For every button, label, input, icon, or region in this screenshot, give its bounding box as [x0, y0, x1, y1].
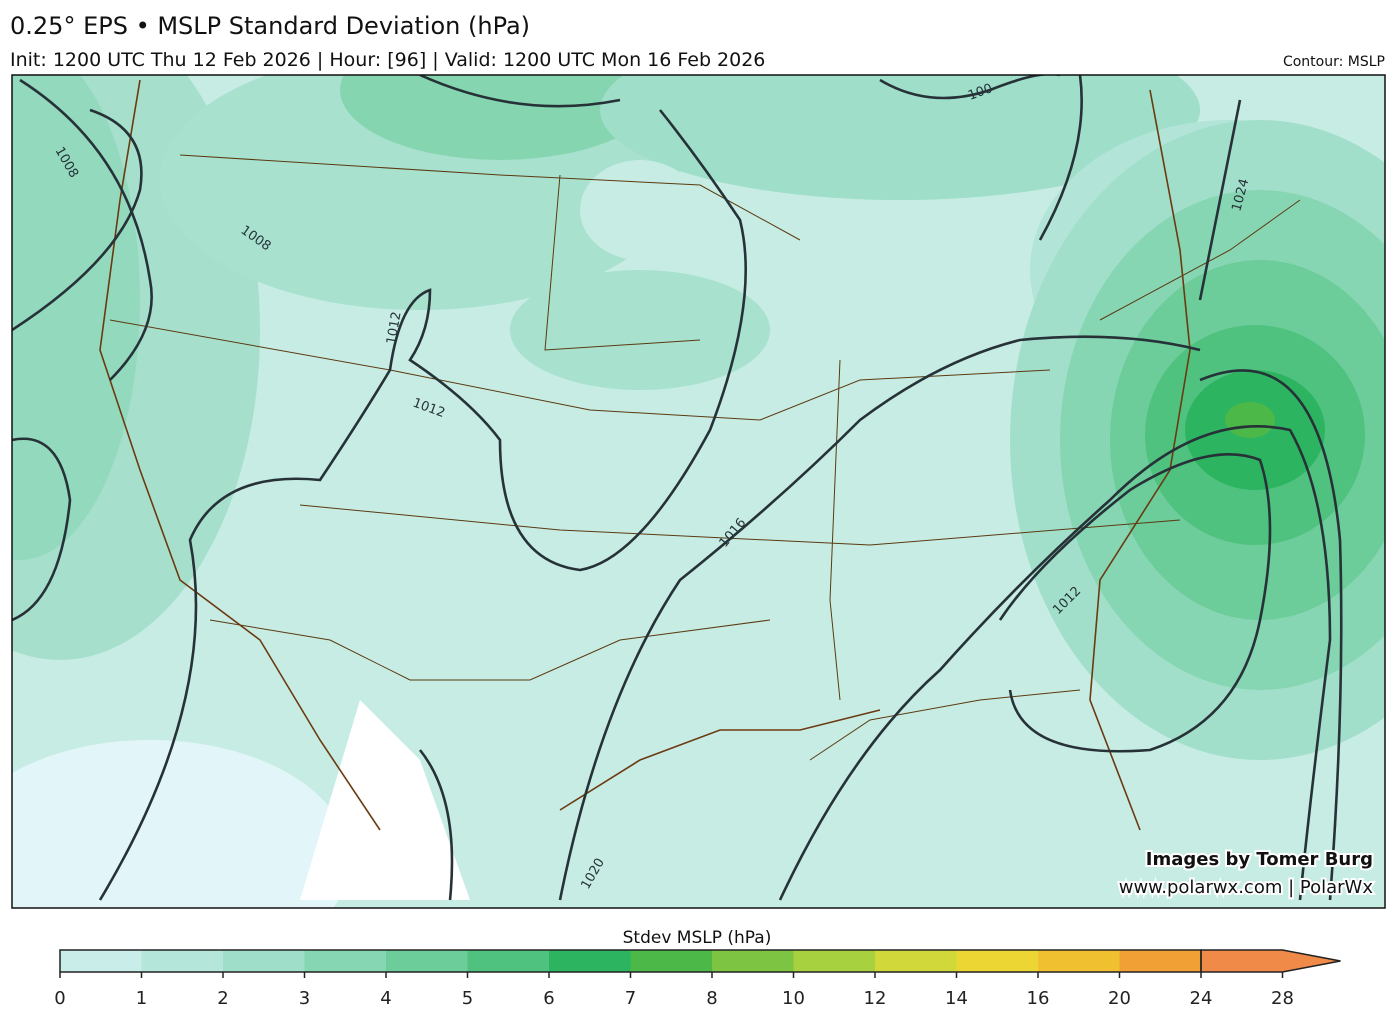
colorbar-segment: [875, 950, 957, 972]
title: 0.25° EPS • MSLP Standard Deviation (hPa…: [10, 12, 530, 40]
colorbar-tick-label: 12: [864, 988, 887, 1009]
colorbar-tick-label: 5: [462, 988, 473, 1009]
colorbar-segment: [956, 950, 1038, 972]
colorbar-segment: [223, 950, 305, 972]
colorbar-segment: [60, 950, 142, 972]
contour-note: Contour: MSLP: [1283, 54, 1385, 70]
colorbar-tick-label: 20: [1108, 988, 1131, 1009]
colorbar-tick-label: 24: [1190, 988, 1213, 1009]
colorbar-tick-label: 7: [625, 988, 636, 1009]
colorbar-segment: [1038, 950, 1120, 972]
colorbar-segment: [712, 950, 794, 972]
colorbar-segment: [549, 950, 631, 972]
colorbar-segment: [467, 950, 549, 972]
colorbar-tick-label: 2: [217, 988, 228, 1009]
colorbar-tick-label: 10: [782, 988, 805, 1009]
colorbar-segment: [141, 950, 223, 972]
colorbar-tick-label: 14: [945, 988, 968, 1009]
colorbar-tick-label: 1: [136, 988, 147, 1009]
colorbar-tick-label: 0: [54, 988, 65, 1009]
map: 1008 1008 1012 1012 1016 1012 1024 1020 …: [12, 75, 1385, 908]
colorbar-segment: [793, 950, 875, 972]
colorbar-tick-label: 16: [1027, 988, 1050, 1009]
colorbar-segment: [386, 950, 468, 972]
colorbar-segment: [630, 950, 712, 972]
colorbar-segment: [1119, 950, 1201, 972]
credit: Images by Tomer Burg: [1146, 849, 1373, 870]
contour-label: 1012: [384, 310, 405, 345]
colorbar: 0 1 2 3 4 5 6 7 8 10 12 14 16 20 24 28: [54, 949, 1341, 1009]
map-frame: [11, 74, 1386, 909]
credit-url: www.polarwx.com | PolarWx: [1119, 877, 1374, 898]
colorbar-tick-label: 4: [380, 988, 391, 1009]
colorbar-tick-label: 3: [299, 988, 310, 1009]
colorbar-tick-label: 8: [706, 988, 717, 1009]
colorbar-arrow: [1200, 949, 1341, 973]
colorbar-title: Stdev MSLP (hPa): [623, 928, 772, 948]
subtitle: Init: 1200 UTC Thu 12 Feb 2026 | Hour: […: [10, 49, 765, 71]
colorbar-tick-label: 28: [1271, 988, 1294, 1009]
colorbar-segment: [304, 950, 386, 972]
colorbar-tick-label: 6: [543, 988, 554, 1009]
